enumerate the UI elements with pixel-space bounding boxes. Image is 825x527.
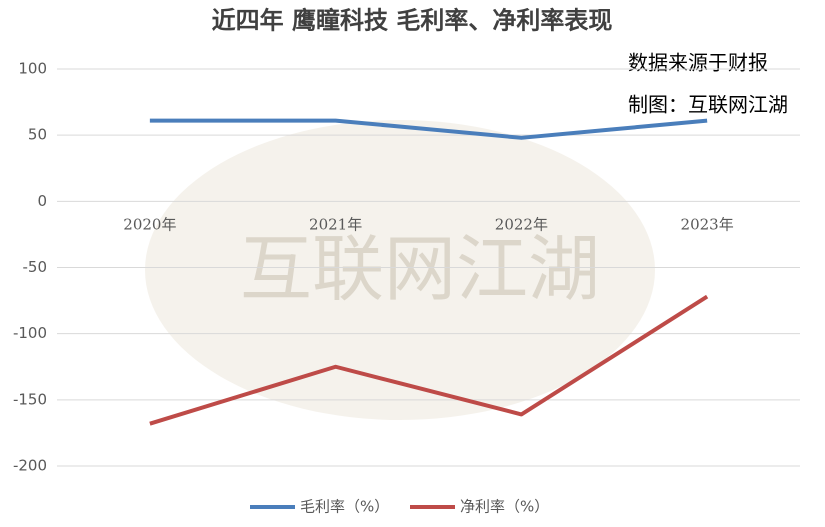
x-tick-label: 2021年 [309, 215, 362, 233]
watermark: 互联网江湖 [240, 227, 600, 311]
y-tick-label: -100 [13, 324, 47, 342]
y-tick-label: -150 [13, 390, 47, 408]
y-tick-label: 50 [28, 126, 47, 144]
y-tick-label: -50 [23, 258, 48, 276]
x-tick-label: 2020年 [123, 215, 176, 233]
legend-label: 净利率（%） [460, 498, 549, 516]
y-tick-label: 0 [37, 192, 47, 210]
x-tick-label: 2023年 [681, 215, 734, 233]
y-tick-label: 100 [18, 60, 47, 78]
line [149, 118, 708, 140]
watermark-bg [145, 120, 655, 420]
legend-label: 毛利率（%） [300, 498, 389, 516]
y-tick-label: -200 [13, 457, 47, 475]
x-tick-label: 2022年 [495, 215, 548, 233]
line [149, 294, 709, 426]
chart-title: 近四年 鹰瞳科技 毛利率、净利率表现 [212, 6, 613, 35]
annotation: 制图：互联网江湖 [628, 93, 788, 117]
annotation: 数据来源于财报 [628, 51, 768, 75]
